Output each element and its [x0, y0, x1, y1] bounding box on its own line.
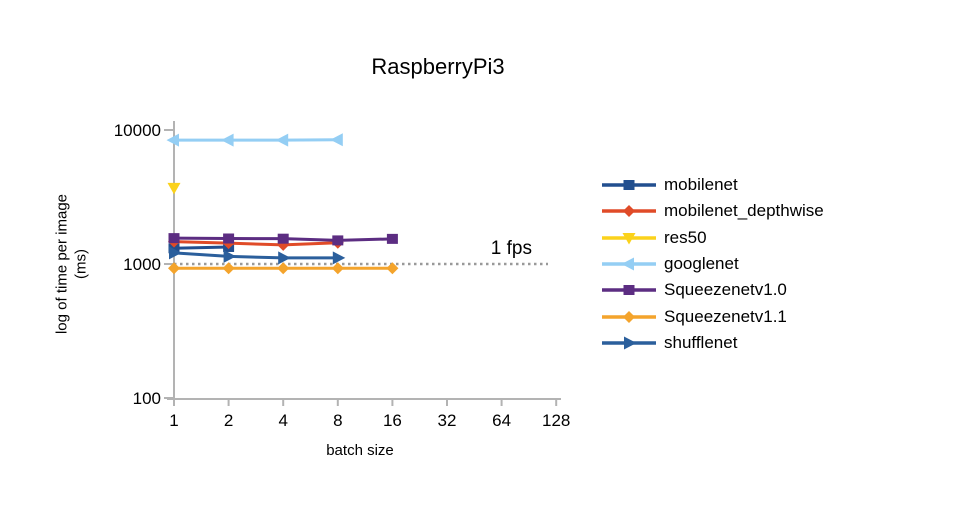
legend-swatch-triangle-down: [602, 232, 656, 245]
series-googlenet: [166, 133, 343, 147]
triangle-left-marker: [275, 133, 289, 147]
legend-item-mobilenet: mobilenet: [601, 172, 824, 198]
series-shufflenet: [169, 246, 346, 265]
triangle-right-marker: [624, 336, 637, 350]
chart-title: RaspberryPi3: [371, 54, 505, 79]
square-marker: [168, 243, 180, 254]
diamond-marker: [623, 310, 635, 323]
triangle-right-marker: [169, 246, 182, 260]
legend-swatch-triangle-left: [602, 257, 656, 271]
legend-swatch-triangle-right: [602, 336, 656, 350]
square-marker: [223, 233, 235, 244]
triangle-left-marker: [166, 133, 179, 147]
triangle-right-marker: [223, 249, 237, 263]
legend-label: mobilenet: [664, 175, 738, 195]
y-tick-label: 10000: [114, 121, 161, 140]
legend-item-Squeezenetv1.1: Squeezenetv1.1: [601, 303, 824, 329]
y-tick-label: 1000: [123, 255, 161, 274]
x-tick-label: 32: [438, 411, 457, 430]
square-marker: [623, 180, 635, 191]
x-tick-label: 8: [333, 411, 342, 430]
legend-label: mobilenet_depthwise: [664, 201, 824, 221]
triangle-down-marker: [622, 232, 636, 245]
series-line: [173, 245, 229, 250]
diamond-marker: [386, 262, 399, 275]
x-tick-label: 64: [492, 411, 511, 430]
diamond-marker: [168, 262, 180, 275]
legend-item-res50: res50: [601, 225, 824, 251]
diamond-marker: [222, 262, 235, 275]
x-tick-label: 128: [542, 411, 570, 430]
triangle-right-marker: [332, 251, 346, 265]
threshold-label: 1 fps: [490, 238, 532, 259]
x-axis-title: batch size: [326, 442, 394, 459]
triangle-left-marker: [221, 133, 234, 147]
series-res50: [167, 182, 181, 195]
diamond-marker: [331, 262, 344, 275]
y-tick-label: 100: [133, 389, 161, 408]
diamond-marker: [277, 262, 290, 275]
legend-label: Squeezenetv1.1: [664, 306, 787, 326]
square-marker: [168, 233, 180, 244]
x-tick-label: 1: [169, 411, 178, 430]
series-line: [173, 240, 338, 247]
legend-label: shufflenet: [664, 332, 738, 352]
triangle-left-marker: [330, 133, 343, 147]
square-marker: [332, 235, 344, 246]
legend-item-googlenet: googlenet: [601, 251, 824, 277]
y-axis-title-line2: (ms): [72, 249, 89, 280]
x-tick-label: 2: [224, 411, 233, 430]
legend-swatch-square: [602, 180, 656, 191]
axes: 100 1000 10000 1 2 4 8 16 32 64 128: [114, 121, 570, 430]
triangle-left-marker: [621, 257, 634, 271]
legend-item-Squeezenetv1.0: Squeezenetv1.0: [601, 277, 824, 303]
triangle-down-marker: [167, 182, 181, 195]
legend-swatch-diamond: [602, 310, 656, 323]
series-Squeezenetv1.1: [168, 262, 399, 275]
series-line: [173, 251, 338, 260]
series-Squeezenetv1.0: [168, 233, 398, 246]
x-tick-label: 16: [383, 411, 402, 430]
x-tick-label: 4: [278, 411, 287, 430]
legend-label: Squeezenetv1.0: [664, 280, 787, 300]
legend-label: res50: [664, 227, 707, 247]
square-marker: [386, 233, 398, 244]
diamond-marker: [623, 205, 635, 218]
legend-item-mobilenet_depthwise: mobilenet_depthwise: [601, 198, 824, 224]
y-axis-title-line1: log of time per image: [53, 193, 71, 335]
square-marker: [623, 285, 635, 296]
y-axis-title: log of time per image (ms): [53, 194, 91, 334]
legend-label: googlenet: [664, 254, 739, 274]
square-marker: [277, 233, 289, 244]
triangle-right-marker: [278, 251, 291, 265]
legend-swatch-diamond: [602, 205, 656, 218]
legend: mobilenet mobilenet_depthwise res50 googlen…: [601, 172, 824, 356]
legend-item-shufflenet: shufflenet: [601, 330, 824, 356]
legend-swatch-square: [602, 285, 656, 296]
